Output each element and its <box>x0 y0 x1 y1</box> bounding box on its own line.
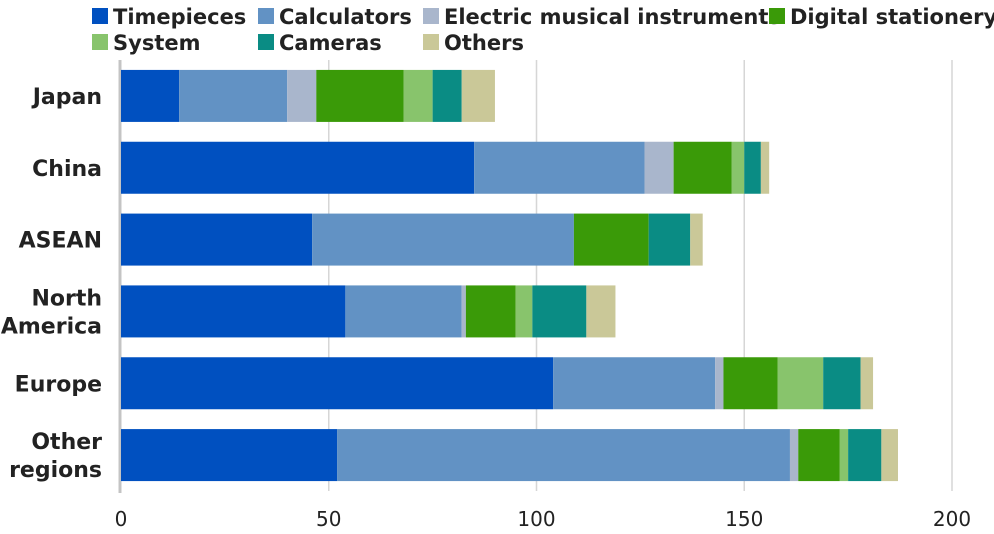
bar-china-others <box>760 141 770 194</box>
category-label-line: Japan <box>31 85 102 110</box>
bar-china-system <box>731 141 745 194</box>
category-label-line: Other <box>31 430 102 455</box>
bar-china-calculators <box>474 141 645 194</box>
bar-europe-digital-stationery <box>723 357 778 410</box>
legend-swatch-cameras <box>258 34 274 50</box>
bar-group-europe <box>121 357 874 410</box>
bars <box>121 69 898 482</box>
bar-europe-timepieces <box>121 357 554 410</box>
bar-europe-others <box>860 357 874 410</box>
bar-japan-electric-musical-instruments <box>287 69 317 122</box>
bar-north-america-calculators <box>345 285 462 338</box>
bar-group-japan <box>121 69 495 122</box>
bar-asean-timepieces <box>121 213 313 266</box>
bar-other-regions-cameras <box>848 429 882 482</box>
bar-japan-others <box>461 69 495 122</box>
bar-japan-digital-stationery <box>316 69 404 122</box>
bar-china-electric-musical-instruments <box>644 141 674 194</box>
legend-swatch-timepieces <box>92 8 108 24</box>
x-tick-label-150: 150 <box>725 507 763 531</box>
bar-other-regions-timepieces <box>121 429 338 482</box>
bar-group-north-america <box>121 285 616 338</box>
bar-asean-digital-stationery <box>573 213 649 266</box>
bar-europe-electric-musical-instruments <box>715 357 724 410</box>
bar-other-regions-digital-stationery <box>798 429 840 482</box>
legend-swatch-others <box>423 34 439 50</box>
bar-north-america-others <box>586 285 616 338</box>
category-label-other-regions: Other regions <box>9 430 102 483</box>
x-tick-label-0: 0 <box>115 507 128 531</box>
category-labels: Japan China ASEAN North America Europe Other re… <box>1 85 102 483</box>
category-label-asean: ASEAN <box>19 229 102 254</box>
category-label-line: America <box>1 314 102 339</box>
bar-north-america-digital-stationery <box>465 285 516 338</box>
x-tick-labels: 0 50 100 150 200 <box>115 507 971 531</box>
legend-label-timepieces: Timepieces <box>113 5 246 29</box>
legend-item-digital-stationery: Digital stationery <box>769 5 994 29</box>
bar-other-regions-electric-musical-instruments <box>789 429 799 482</box>
bar-asean-cameras <box>648 213 691 266</box>
category-label-line: North <box>31 286 102 311</box>
bar-japan-system <box>403 69 433 122</box>
bar-china-cameras <box>744 141 761 194</box>
category-label-japan: Japan <box>31 85 102 110</box>
bar-north-america-electric-musical-instruments <box>461 285 466 338</box>
legend: Timepieces Calculators Electric musical in… <box>92 5 994 55</box>
bar-group-china <box>121 141 770 194</box>
x-tick-label-200: 200 <box>933 507 971 531</box>
bar-north-america-system <box>515 285 533 338</box>
category-label-line: Europe <box>15 372 102 397</box>
category-label-line: China <box>32 157 102 182</box>
bar-other-regions-system <box>839 429 849 482</box>
bar-japan-cameras <box>432 69 462 122</box>
bar-north-america-cameras <box>532 285 587 338</box>
category-label-line: ASEAN <box>19 229 102 254</box>
legend-swatch-calculators <box>258 8 274 24</box>
bar-europe-calculators <box>553 357 716 410</box>
legend-label-digital-stationery: Digital stationery <box>790 5 994 29</box>
category-label-line: regions <box>9 458 102 483</box>
legend-label-cameras: Cameras <box>279 31 382 55</box>
legend-label-others: Others <box>444 31 524 55</box>
bar-china-digital-stationery <box>673 141 732 194</box>
legend-item-calculators: Calculators <box>258 5 412 29</box>
bar-china-timepieces <box>121 141 475 194</box>
bar-north-america-timepieces <box>121 285 346 338</box>
legend-label-electric-musical-instruments: Electric musical instruments <box>444 5 781 29</box>
x-tick-label-100: 100 <box>517 507 555 531</box>
legend-item-electric-musical-instruments: Electric musical instruments <box>423 5 781 29</box>
bar-other-regions-calculators <box>337 429 790 482</box>
bar-europe-cameras <box>823 357 861 410</box>
legend-label-system: System <box>113 31 200 55</box>
bar-other-regions-others <box>881 429 898 482</box>
category-label-north-america: North America <box>1 286 102 339</box>
legend-item-cameras: Cameras <box>258 31 382 55</box>
bar-asean-others <box>690 213 703 266</box>
legend-swatch-digital-stationery <box>769 8 785 24</box>
category-label-china: China <box>32 157 102 182</box>
legend-swatch-electric-musical-instruments <box>423 8 439 24</box>
bar-group-asean <box>121 213 703 266</box>
legend-item-system: System <box>92 31 200 55</box>
bar-japan-timepieces <box>121 69 180 122</box>
category-label-europe: Europe <box>15 372 102 397</box>
grid-lines <box>118 60 953 493</box>
legend-item-timepieces: Timepieces <box>92 5 246 29</box>
bar-asean-calculators <box>312 213 574 266</box>
legend-item-others: Others <box>423 31 524 55</box>
bar-japan-calculators <box>179 69 288 122</box>
bar-europe-system <box>777 357 824 410</box>
bar-group-other-regions <box>121 429 898 482</box>
legend-swatch-system <box>92 34 108 50</box>
x-tick-label-50: 50 <box>316 507 341 531</box>
legend-label-calculators: Calculators <box>279 5 412 29</box>
